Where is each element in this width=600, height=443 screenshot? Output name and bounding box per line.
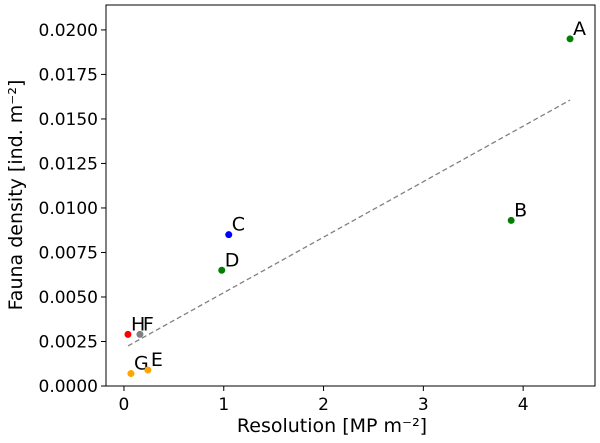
y-tick-label: 0.0000 xyxy=(39,377,98,397)
x-tick-label: 4 xyxy=(518,395,529,415)
x-tick-label: 3 xyxy=(418,395,429,415)
plot-frame xyxy=(105,4,596,387)
x-tick-label: 2 xyxy=(318,395,329,415)
x-axis-label: Resolution [MP m⁻²] xyxy=(237,415,427,437)
y-axis-label: Fauna density [ind. m⁻²] xyxy=(5,80,27,311)
point-label-B: B xyxy=(514,199,527,221)
data-point-G xyxy=(127,370,135,378)
data-point-B xyxy=(507,216,515,224)
point-label-C: C xyxy=(232,214,245,236)
y-tick-label: 0.0100 xyxy=(39,199,98,219)
y-tick-label: 0.0200 xyxy=(39,21,98,41)
x-tick-label: 1 xyxy=(218,395,229,415)
data-point-D xyxy=(218,266,226,274)
y-tick-label: 0.0025 xyxy=(39,332,98,352)
y-tick-label: 0.0150 xyxy=(39,110,98,130)
data-point-H xyxy=(124,330,132,338)
point-label-E: E xyxy=(151,349,163,371)
data-point-F xyxy=(136,330,144,338)
y-tick-label: 0.0125 xyxy=(39,154,98,174)
data-point-A xyxy=(566,35,574,43)
point-label-D: D xyxy=(225,249,240,271)
data-point-C xyxy=(225,231,233,239)
point-label-H: H xyxy=(131,313,145,335)
y-tick-label: 0.0050 xyxy=(39,288,98,308)
y-tick-label: 0.0075 xyxy=(39,243,98,263)
point-label-A: A xyxy=(573,18,586,40)
y-tick-label: 0.0175 xyxy=(39,65,98,85)
data-point-E xyxy=(144,366,152,374)
trendline xyxy=(127,99,571,347)
point-label-F: F xyxy=(143,313,154,335)
x-tick-label: 0 xyxy=(119,395,130,415)
